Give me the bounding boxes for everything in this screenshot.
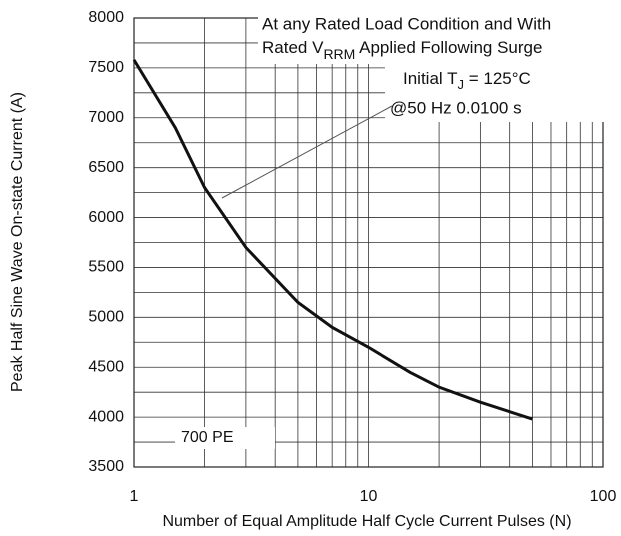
x-tick-label: 10 xyxy=(360,488,378,505)
annotation: @50 Hz 0.0100 s xyxy=(390,98,522,117)
curve xyxy=(132,59,533,421)
y-tick-label: 6000 xyxy=(88,209,124,226)
leader-line xyxy=(221,105,393,199)
y-tick-label: 7000 xyxy=(88,109,124,126)
x-tick-label: 1 xyxy=(130,488,139,505)
y-tick-label: 4000 xyxy=(88,408,124,425)
y-tick-label: 5500 xyxy=(88,259,124,276)
x-tick-label: 100 xyxy=(590,488,617,505)
annotation-box xyxy=(258,12,604,64)
annotation: Rated VRRM Applied Following Surge xyxy=(262,38,542,61)
annotation-box xyxy=(175,427,275,449)
y-tick-label: 7500 xyxy=(88,59,124,76)
y-tick-label: 5000 xyxy=(88,309,124,326)
x-axis-label: Number of Equal Amplitude Half Cycle Cur… xyxy=(162,513,571,530)
annotation-box xyxy=(385,64,604,122)
annotation: At any Rated Load Condition and With xyxy=(262,14,551,33)
y-tick-label: 8000 xyxy=(88,9,124,26)
annotation: 700 PE xyxy=(181,429,233,446)
y-axis-label: Peak Half Sine Wave On-state Current (A) xyxy=(9,92,26,392)
y-tick-label: 6500 xyxy=(88,159,124,176)
annotation: Initial TJ = 125°C xyxy=(403,69,531,92)
y-tick-label: 4500 xyxy=(88,358,124,375)
y-tick-label: 3500 xyxy=(88,458,124,475)
